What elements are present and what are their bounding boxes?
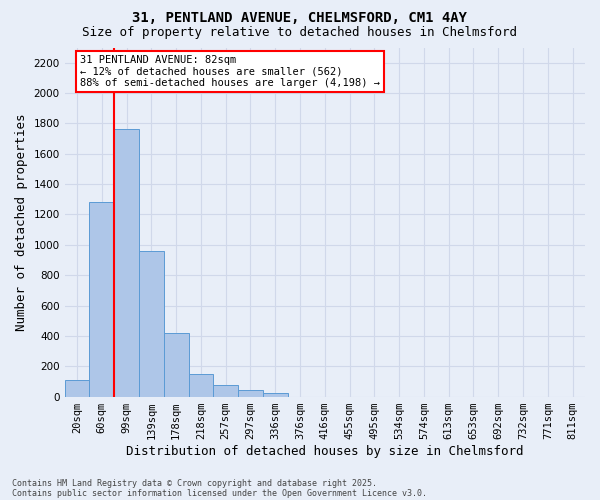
Bar [214, 385, 238, 396]
Bar [263, 393, 287, 396]
X-axis label: Distribution of detached houses by size in Chelmsford: Distribution of detached houses by size … [126, 444, 524, 458]
Text: Contains HM Land Registry data © Crown copyright and database right 2025.
Contai: Contains HM Land Registry data © Crown c… [12, 479, 427, 498]
Bar [139, 251, 164, 396]
Text: Size of property relative to detached houses in Chelmsford: Size of property relative to detached ho… [83, 26, 517, 39]
Bar [164, 333, 188, 396]
Text: 31, PENTLAND AVENUE, CHELMSFORD, CM1 4AY: 31, PENTLAND AVENUE, CHELMSFORD, CM1 4AY [133, 11, 467, 25]
Bar [114, 130, 139, 396]
Text: 31 PENTLAND AVENUE: 82sqm
← 12% of detached houses are smaller (562)
88% of semi: 31 PENTLAND AVENUE: 82sqm ← 12% of detac… [80, 55, 380, 88]
Y-axis label: Number of detached properties: Number of detached properties [15, 114, 28, 331]
Bar [188, 374, 214, 396]
Bar [238, 390, 263, 396]
Bar [65, 380, 89, 396]
Bar [89, 202, 114, 396]
